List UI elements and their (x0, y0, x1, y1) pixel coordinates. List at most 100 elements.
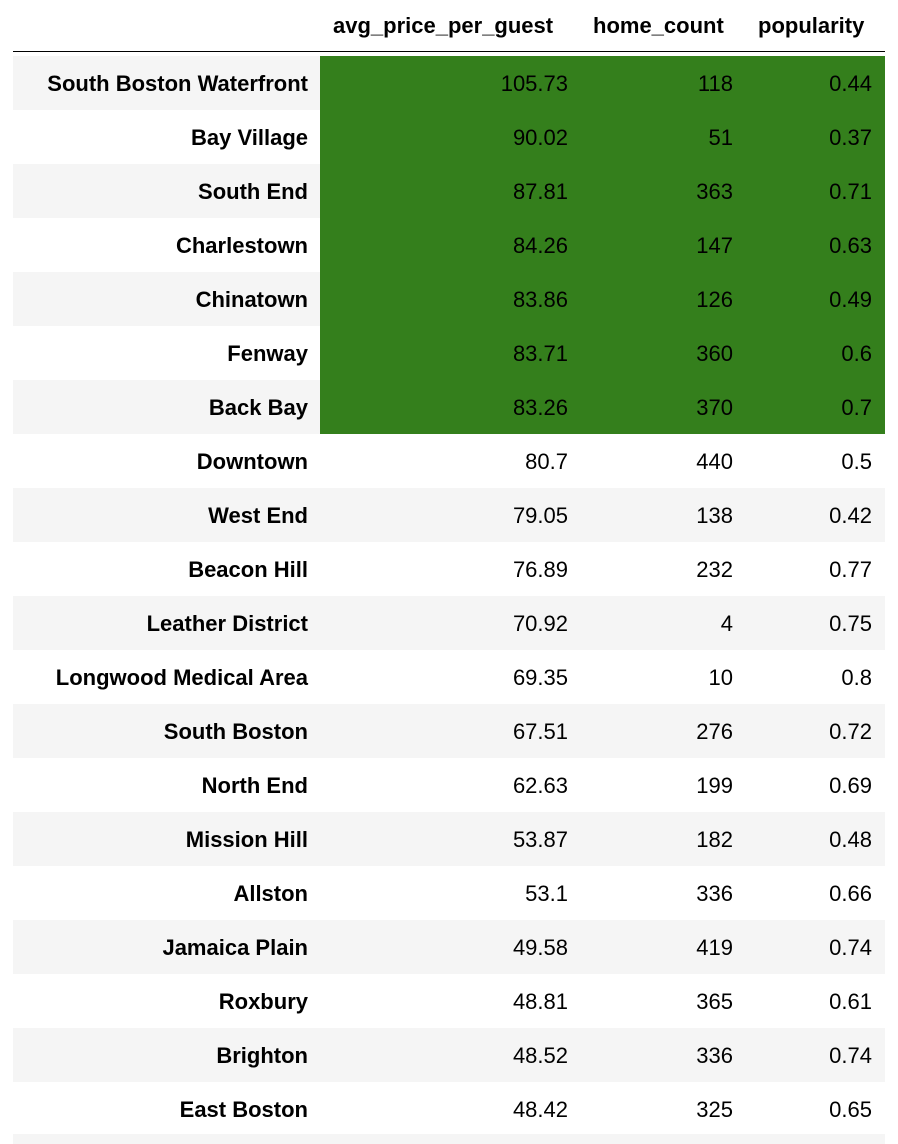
cell-avg-price: 105.73 (500, 71, 568, 96)
cell-avg-price: 62.63 (512, 773, 568, 798)
cell-avg-price: 67.51 (512, 719, 568, 744)
cell-avg-price: 80.7 (525, 449, 568, 474)
table-row: Roxbury 48.81 365 0.61 (13, 974, 885, 1028)
row-label: Downtown (196, 449, 308, 474)
cell-avg-price: 84.26 (512, 233, 568, 258)
column-header-home-count: home_count (593, 13, 724, 38)
cell-popularity: 0.49 (829, 287, 872, 312)
cell-popularity: 0.6 (841, 341, 872, 366)
cell-home-count: 138 (696, 503, 733, 528)
cell-home-count: 147 (696, 233, 733, 258)
row-label: Chinatown (195, 287, 308, 312)
cell-avg-price: 48.42 (512, 1097, 568, 1122)
cell-popularity: 0.66 (829, 881, 872, 906)
row-label: Longwood Medical Area (55, 665, 308, 690)
dataframe-table: avg_price_per_guest home_count popularit… (13, 0, 885, 1144)
row-label: Fenway (227, 341, 308, 366)
cell-popularity: 0.5 (841, 449, 872, 474)
row-label: Back Bay (208, 395, 308, 420)
row-label: South End (198, 179, 308, 204)
highlight-cell-bg (320, 218, 885, 272)
cell-home-count: 336 (696, 881, 733, 906)
cell-avg-price: 69.35 (512, 665, 568, 690)
cell-home-count: 336 (696, 1043, 733, 1068)
cell-popularity: 0.65 (829, 1097, 872, 1122)
table-row: Jamaica Plain 49.58 419 0.74 (13, 920, 885, 974)
table-row: Bay Village 90.02 51 0.37 (13, 110, 885, 164)
table-row: Allston 53.1 336 0.66 (13, 866, 885, 920)
table-row: South End 87.81 363 0.71 (13, 164, 885, 218)
cell-popularity: 0.77 (829, 557, 872, 582)
cell-avg-price: 83.71 (512, 341, 568, 366)
cell-popularity: 0.72 (829, 719, 872, 744)
table-row: Back Bay 83.26 370 0.7 (13, 380, 885, 434)
highlight-cell-bg (320, 326, 885, 380)
table-row-partial (13, 1134, 885, 1144)
row-label: Allston (233, 881, 308, 906)
cell-avg-price: 48.52 (512, 1043, 568, 1068)
cell-avg-price: 53.1 (525, 881, 568, 906)
table-row: Leather District 70.92 4 0.75 (13, 596, 885, 650)
cell-home-count: 419 (696, 935, 733, 960)
cell-home-count: 199 (696, 773, 733, 798)
row-label: South Boston Waterfront (47, 71, 308, 96)
highlight-cell-bg (320, 110, 885, 164)
cell-home-count: 276 (696, 719, 733, 744)
cell-avg-price: 49.58 (512, 935, 568, 960)
table-row: North End 62.63 199 0.69 (13, 758, 885, 812)
table-row: Longwood Medical Area 69.35 10 0.8 (13, 650, 885, 704)
cell-home-count: 363 (696, 179, 733, 204)
cell-popularity: 0.48 (829, 827, 872, 852)
cell-popularity: 0.8 (841, 665, 872, 690)
cell-popularity: 0.69 (829, 773, 872, 798)
row-label: Brighton (216, 1043, 308, 1068)
highlight-cell-bg (320, 164, 885, 218)
table-row: Fenway 83.71 360 0.6 (13, 326, 885, 380)
row-label: Leather District (146, 611, 308, 636)
cell-home-count: 10 (708, 665, 733, 690)
cell-avg-price: 79.05 (512, 503, 568, 528)
highlight-cell-bg (320, 272, 885, 326)
table-row: West End 79.05 138 0.42 (13, 488, 885, 542)
table-row: South Boston Waterfront 105.73 118 0.44 (13, 56, 885, 110)
table-row: Mission Hill 53.87 182 0.48 (13, 812, 885, 866)
cell-popularity: 0.7 (841, 395, 872, 420)
cell-avg-price: 90.02 (512, 125, 568, 150)
row-label: Bay Village (191, 125, 308, 150)
table-row: East Boston 48.42 325 0.65 (13, 1082, 885, 1136)
cell-avg-price: 76.89 (512, 557, 568, 582)
cell-avg-price: 83.86 (512, 287, 568, 312)
cell-popularity: 0.61 (829, 989, 872, 1014)
cell-avg-price: 53.87 (512, 827, 568, 852)
table-row: Charlestown 84.26 147 0.63 (13, 218, 885, 272)
cell-popularity: 0.63 (829, 233, 872, 258)
cell-home-count: 370 (696, 395, 733, 420)
table-body: South Boston Waterfront 105.73 118 0.44 Bay … (13, 56, 885, 1136)
cell-popularity: 0.37 (829, 125, 872, 150)
cell-avg-price: 48.81 (512, 989, 568, 1014)
cell-home-count: 440 (696, 449, 733, 474)
column-header-popularity: popularity (758, 13, 865, 38)
table-header: avg_price_per_guest home_count popularit… (13, 0, 885, 52)
row-label: Roxbury (218, 989, 308, 1014)
cell-popularity: 0.74 (829, 1043, 872, 1068)
table-row: Chinatown 83.86 126 0.49 (13, 272, 885, 326)
cell-home-count: 232 (696, 557, 733, 582)
row-label: Charlestown (175, 233, 308, 258)
cell-popularity: 0.71 (829, 179, 872, 204)
table-row: Downtown 80.7 440 0.5 (13, 434, 885, 488)
cell-home-count: 182 (696, 827, 733, 852)
cell-home-count: 126 (696, 287, 733, 312)
cell-popularity: 0.75 (829, 611, 872, 636)
highlight-cell-bg (320, 56, 885, 110)
table-row: Beacon Hill 76.89 232 0.77 (13, 542, 885, 596)
row-label: Mission Hill (185, 827, 308, 852)
column-header-avg-price: avg_price_per_guest (333, 13, 554, 38)
row-label: South Boston (163, 719, 308, 744)
cell-home-count: 118 (697, 71, 733, 96)
row-label: West End (208, 503, 308, 528)
cell-popularity: 0.74 (829, 935, 872, 960)
row-label: East Boston (179, 1097, 308, 1122)
cell-avg-price: 87.81 (512, 179, 568, 204)
cell-home-count: 4 (720, 611, 733, 636)
